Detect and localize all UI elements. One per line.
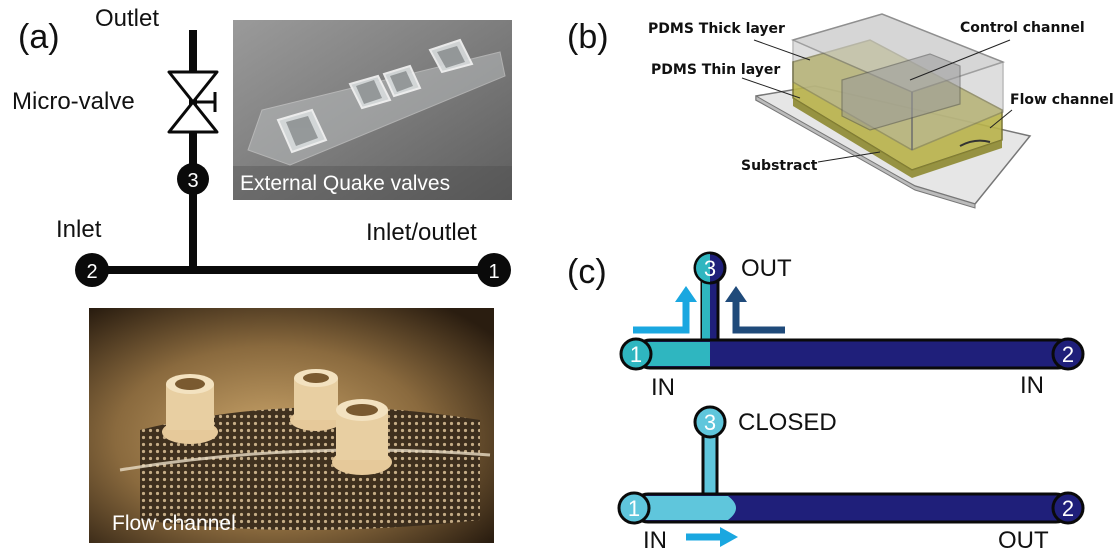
node-3-label: 3 [187,170,198,192]
micro-valve-label: Micro-valve [12,88,135,115]
open-out-label: OUT [741,255,792,282]
photo-quake-caption: External Quake valves [240,172,450,195]
node-1-label: 1 [488,261,499,283]
panel-c: (c) 1 2 3 OUT IN IN [567,251,1085,551]
thin-layer-label: PDMS Thin layer [651,62,780,78]
port-cylinders [162,369,392,475]
panel-b: (b) PDMS Thick layer PDMS Thin layer Con… [567,13,1114,209]
inlet-label: Inlet [56,216,102,243]
panel-c-tag: (c) [567,253,607,291]
node-3 [177,163,209,195]
node-1 [477,253,511,287]
open-node-1: 1 [630,342,642,367]
closed-node-3: 3 [704,410,716,435]
panel-b-tag: (b) [567,18,609,56]
diagram-open: 1 2 3 OUT IN IN [619,251,1085,401]
flow-channel [959,139,991,147]
flow-arrow-light-icon [633,300,690,334]
photo-quake-valves: External Quake valves [233,20,512,200]
thick-layer-label: PDMS Thick layer [648,21,785,37]
photo-flow-channel: Flow channel [89,308,494,543]
diagram-closed: 1 2 3 CLOSED IN OUT [617,405,1085,551]
micro-valve-icon [167,70,219,134]
node-2 [75,253,109,287]
photo-flow-caption: Flow channel [112,512,236,535]
open-node-3: 3 [704,256,716,281]
panel-a: (a) Outlet Micro-valve 3 2 1 Inlet Inlet… [12,5,511,287]
substract-label: Substract [741,158,818,174]
control-channel [841,53,961,131]
node-2-label: 2 [86,261,97,283]
open-in-left-label: IN [651,374,675,401]
open-node-2: 2 [1062,342,1074,367]
flow-channel-label: Flow channel [1010,92,1114,108]
flow-arrow-dark-icon [732,300,785,334]
inlet-outlet-label: Inlet/outlet [366,219,477,246]
outlet-label: Outlet [95,5,159,32]
closed-state-label: CLOSED [738,409,837,436]
closed-node-2: 2 [1062,496,1074,521]
control-channel-label: Control channel [960,20,1085,36]
closed-in-label: IN [643,527,667,551]
open-in-right-label: IN [1020,372,1044,399]
closed-node-1: 1 [628,496,640,521]
panel-a-tag: (a) [18,18,60,56]
closed-out-label: OUT [998,527,1049,551]
